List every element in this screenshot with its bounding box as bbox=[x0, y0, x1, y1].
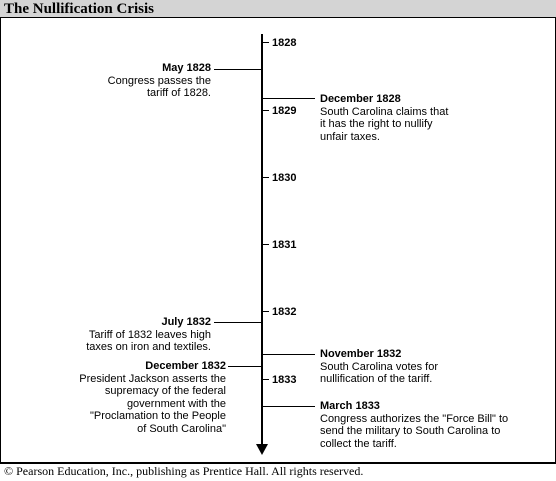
event-description: Congress authorizes the "Force Bill" to … bbox=[320, 412, 509, 450]
event-march-1833: March 1833 Congress authorizes the "Forc… bbox=[320, 400, 508, 450]
connector-november-1832 bbox=[263, 354, 315, 355]
copyright-notice: © Pearson Education, Inc., publishing as… bbox=[4, 464, 364, 478]
tick-1828 bbox=[263, 42, 269, 43]
event-date: July 1832 bbox=[161, 316, 211, 328]
connector-december-1828 bbox=[263, 98, 315, 99]
connector-december-1832 bbox=[228, 366, 261, 367]
connector-may-1828 bbox=[214, 69, 261, 70]
event-description: South Carolina claims that it has the ri… bbox=[320, 105, 449, 143]
event-date: December 1832 bbox=[145, 360, 226, 372]
event-december-1832: December 1832 President Jackson asserts … bbox=[79, 360, 226, 436]
timeline-arrowhead bbox=[256, 444, 268, 455]
diagram-title: The Nullification Crisis bbox=[4, 1, 155, 17]
event-date: May 1828 bbox=[162, 62, 211, 74]
title-bar: The Nullification Crisis bbox=[0, 0, 556, 18]
event-date: December 1828 bbox=[320, 93, 401, 105]
event-date: March 1833 bbox=[320, 400, 380, 412]
year-label-1833: 1833 bbox=[272, 374, 297, 386]
year-label-1831: 1831 bbox=[272, 239, 297, 251]
year-label-1829: 1829 bbox=[272, 105, 297, 117]
timeline-axis bbox=[261, 34, 263, 446]
tick-1830 bbox=[263, 177, 269, 178]
tick-1833 bbox=[263, 379, 269, 380]
event-december-1828: December 1828 South Carolina claims that… bbox=[320, 93, 448, 143]
event-may-1828: May 1828 Congress passes the tariff of 1… bbox=[108, 62, 211, 100]
event-july-1832: July 1832 Tariff of 1832 leaves high tax… bbox=[86, 316, 211, 354]
year-label-1832: 1832 bbox=[272, 306, 297, 318]
event-description: Tariff of 1832 leaves high taxes on iron… bbox=[86, 328, 211, 354]
connector-july-1832 bbox=[214, 322, 261, 323]
event-november-1832: November 1832 South Carolina votes for n… bbox=[320, 348, 438, 386]
event-description: South Carolina votes for nullification o… bbox=[320, 360, 439, 386]
tick-1829 bbox=[263, 110, 269, 111]
tick-1831 bbox=[263, 244, 269, 245]
event-date: November 1832 bbox=[320, 348, 402, 360]
tick-1832 bbox=[263, 311, 269, 312]
event-description: President Jackson asserts the supremacy … bbox=[79, 372, 226, 435]
event-description: Congress passes the tariff of 1828. bbox=[107, 74, 211, 100]
connector-march-1833 bbox=[263, 406, 315, 407]
year-label-1830: 1830 bbox=[272, 172, 297, 184]
year-label-1828: 1828 bbox=[272, 37, 297, 49]
